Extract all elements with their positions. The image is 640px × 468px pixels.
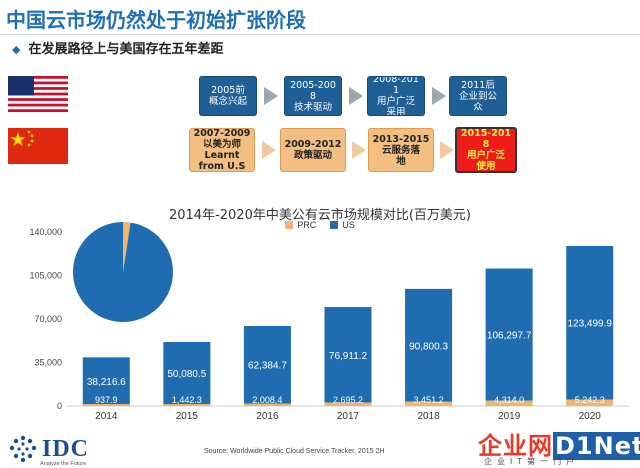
bar-prc bbox=[566, 399, 614, 406]
idc-logo: IDC Analyze the Future bbox=[8, 434, 90, 467]
data-label-us: 123,499.9 bbox=[567, 319, 612, 330]
watermark-slogan: 企业IT第一门户 bbox=[484, 457, 580, 466]
bar-prc bbox=[485, 400, 533, 406]
data-label-us: 50,080.5 bbox=[167, 369, 206, 380]
subtitle-text: 在发展路径上与美国存在五年差距 bbox=[28, 42, 224, 57]
cn-timeline-stage-2: 2009-2012 政策驱动 bbox=[280, 128, 346, 172]
legend-item-us: US bbox=[330, 220, 355, 230]
chart-title: 2014年-2020年中美公有云市场规模对比(百万美元) bbox=[168, 208, 471, 223]
arrow-right-icon bbox=[349, 87, 363, 105]
data-label-prc: 2,695.2 bbox=[333, 395, 363, 405]
bar-us bbox=[82, 357, 130, 405]
us-timeline-stage-2: 2005-200 8 技术驱动 bbox=[284, 76, 342, 116]
us-timeline-stage-4: 2011后 企业到公 众 bbox=[449, 76, 507, 116]
bar-us bbox=[566, 245, 614, 400]
data-label-prc: 1,442.3 bbox=[172, 395, 202, 405]
arrow-right-icon bbox=[352, 141, 366, 159]
bar-prc bbox=[405, 401, 453, 406]
legend-label-us: US bbox=[342, 220, 355, 230]
pie-slice-us bbox=[73, 222, 174, 322]
arrow-right-icon bbox=[440, 141, 454, 159]
idc-logo-tagline: Analyze the Future bbox=[40, 461, 87, 467]
data-label-prc: 4,314.0 bbox=[494, 395, 524, 405]
us-timeline-stage-3: 2008-201 1 用户广泛 采用 bbox=[367, 76, 425, 116]
watermark-brand-en: D1Net bbox=[553, 432, 640, 460]
d1net-watermark: 企业网D1Net 企业IT第一门户 bbox=[478, 426, 640, 466]
data-label-us: 106,297.7 bbox=[487, 331, 532, 342]
arrow-right-icon bbox=[262, 141, 276, 159]
source-note: Source: Worldwide Public Cloud Service T… bbox=[204, 448, 385, 455]
watermark-brand-cn: 企业网 bbox=[478, 432, 553, 460]
pie-slice-prc bbox=[123, 222, 131, 272]
arrow-right-icon bbox=[432, 87, 446, 105]
bar-prc bbox=[324, 402, 372, 406]
page-title: 中国云市场仍然处于初始扩张阶段 bbox=[6, 8, 306, 32]
bar-us bbox=[324, 307, 372, 403]
arrow-right-icon bbox=[264, 87, 278, 105]
data-label-us: 38,216.6 bbox=[87, 377, 126, 388]
x-tick-label: 2015 bbox=[176, 411, 199, 422]
diamond-bullet-icon: ◆ bbox=[12, 43, 21, 56]
y-tick-label: 140,000 bbox=[29, 227, 62, 237]
cn-timeline-stage-3: 2013-2015 云服务落 地 bbox=[368, 128, 434, 172]
y-tick-label: 70,000 bbox=[34, 314, 62, 324]
chart-legend: PRC US bbox=[0, 220, 640, 230]
bar-us bbox=[243, 325, 291, 404]
cn-timeline-stage-1: 2007-2009 以美为师 Learnt from U.S bbox=[189, 128, 255, 172]
x-tick-label: 2017 bbox=[337, 411, 360, 422]
x-tick-label: 2019 bbox=[498, 411, 521, 422]
legend-label-prc: PRC bbox=[297, 220, 317, 230]
x-tick-label: 2020 bbox=[579, 411, 602, 422]
y-tick-label: 0 bbox=[57, 401, 62, 411]
data-label-prc: 3,451.2 bbox=[414, 395, 444, 405]
x-tick-label: 2014 bbox=[95, 411, 118, 422]
us-flag-icon bbox=[8, 76, 68, 112]
y-tick-label: 35,000 bbox=[34, 358, 62, 368]
data-label-us: 62,384.7 bbox=[248, 361, 287, 372]
idc-logo-icon bbox=[9, 435, 37, 463]
x-tick-label: 2016 bbox=[256, 411, 279, 422]
bar-prc bbox=[243, 403, 291, 406]
idc-logo-text: IDC bbox=[42, 435, 90, 462]
us-timeline-stage-1: 2005前 概念兴起 bbox=[199, 76, 257, 116]
bar-us bbox=[163, 341, 211, 405]
data-label-prc: 2,008.4 bbox=[252, 395, 282, 405]
bar-prc bbox=[82, 404, 130, 406]
bar-us bbox=[485, 268, 533, 401]
bar-prc bbox=[163, 404, 211, 406]
data-label-prc: 5,242.3 bbox=[575, 395, 605, 405]
y-tick-label: 105,000 bbox=[29, 271, 62, 281]
legend-swatch-prc bbox=[285, 221, 294, 229]
data-label-prc: 937.9 bbox=[95, 395, 118, 405]
subtitle: ◆ 在发展路径上与美国存在五年差距 bbox=[12, 38, 223, 57]
cn-timeline-stage-4-highlighted: 2015-201 8 用户广泛 使用 bbox=[455, 127, 517, 173]
x-tick-label: 2018 bbox=[417, 411, 440, 422]
legend-swatch-us bbox=[330, 221, 339, 229]
data-label-us: 90,800.3 bbox=[409, 341, 448, 352]
china-flag-icon bbox=[8, 128, 68, 164]
title-divider bbox=[0, 34, 640, 35]
data-label-us: 76,911.2 bbox=[329, 351, 368, 362]
legend-item-prc: PRC bbox=[285, 220, 316, 230]
watermark-brand: 企业网D1Net bbox=[478, 426, 640, 461]
bar-us bbox=[405, 288, 453, 402]
